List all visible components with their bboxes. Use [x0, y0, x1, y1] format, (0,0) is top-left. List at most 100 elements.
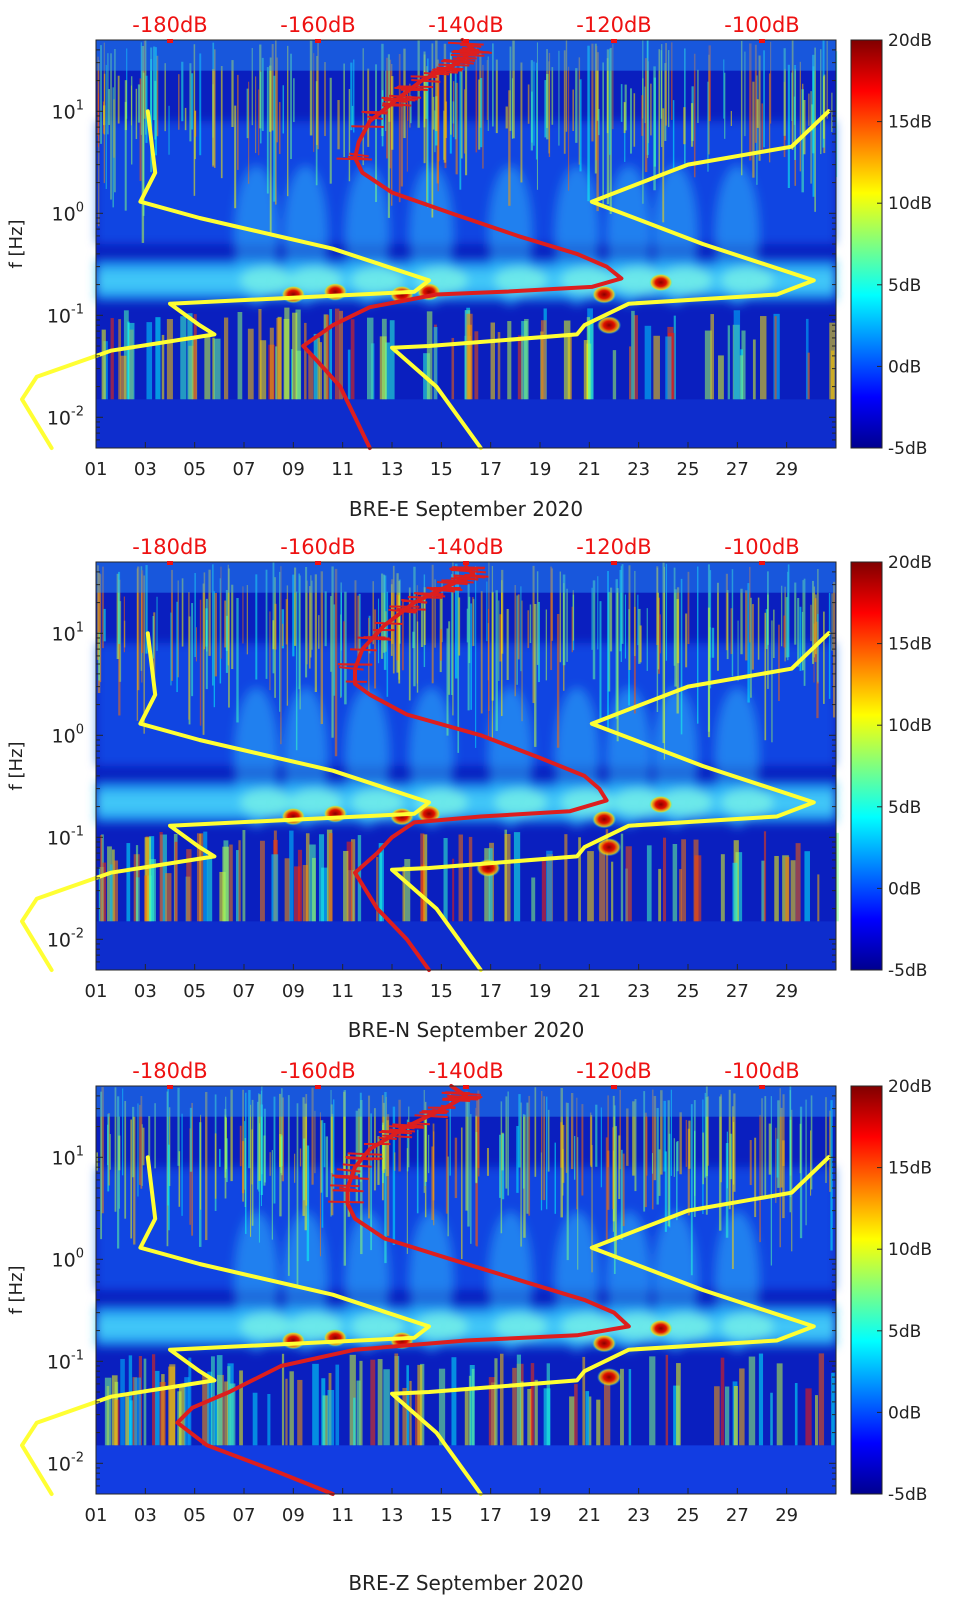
- streak: [246, 88, 249, 139]
- streak: [329, 77, 332, 184]
- event-blob: [323, 282, 348, 301]
- lf-column: [239, 1370, 243, 1446]
- top-axis-marker: [315, 561, 321, 565]
- streak: [730, 608, 733, 655]
- lf-column: [673, 315, 676, 400]
- streak: [194, 110, 196, 160]
- streak: [729, 1133, 733, 1180]
- lf-column: [404, 858, 411, 922]
- lf-column: [144, 875, 148, 922]
- jitter-segment: [446, 1097, 478, 1101]
- top-axis-label: -160dB: [280, 13, 355, 37]
- streak: [787, 571, 789, 661]
- lf-column: [321, 867, 328, 922]
- streak: [486, 1148, 489, 1176]
- lf-column: [370, 1359, 376, 1446]
- streak: [767, 571, 769, 645]
- y-tick-exponent: 0: [76, 722, 84, 737]
- streak: [213, 591, 216, 708]
- jitter-segment: [332, 1189, 364, 1193]
- streak: [607, 571, 610, 730]
- lf-column: [290, 349, 294, 400]
- streak: [545, 609, 548, 681]
- x-axis-label: BRE-E September 2020: [349, 497, 583, 521]
- lf-column: [161, 334, 165, 400]
- noise-plume: [240, 1312, 293, 1341]
- streak: [761, 1098, 763, 1197]
- colorbar-gradient: [850, 1085, 883, 1495]
- x-tick-label: 15: [430, 1505, 453, 1526]
- streak: [226, 1138, 228, 1183]
- streak: [324, 591, 327, 647]
- streak: [665, 43, 667, 126]
- streak: [607, 591, 611, 692]
- lf-column: [350, 319, 355, 400]
- streak: [377, 1136, 380, 1185]
- lf-column: [260, 340, 267, 400]
- x-axis-ticks: 01 03 05 07 09 11 13 15 17 19 21 23 25 27 29: [85, 442, 798, 480]
- streak: [145, 565, 148, 654]
- streak: [500, 580, 503, 717]
- streak: [621, 564, 624, 644]
- streak: [117, 1096, 120, 1249]
- lf-column: [237, 311, 243, 400]
- lf-column: [349, 1354, 356, 1446]
- streak: [811, 580, 815, 664]
- lf-column: [294, 866, 301, 922]
- x-tick-label: 01: [85, 1505, 108, 1526]
- streak: [683, 107, 686, 145]
- streak: [598, 109, 600, 136]
- streak: [100, 45, 102, 144]
- streak: [688, 1120, 691, 1169]
- streak: [568, 66, 570, 191]
- lf-column: [588, 1396, 592, 1446]
- lf-column: [213, 338, 221, 400]
- streak: [304, 1103, 307, 1231]
- lf-column: [327, 1389, 335, 1446]
- streak: [527, 610, 530, 649]
- colorbar-gradient: [850, 561, 883, 971]
- lf-column: [748, 1356, 756, 1446]
- lf-column: [113, 860, 118, 922]
- station-noise-jitter: [328, 1091, 483, 1204]
- lf-column: [319, 342, 323, 400]
- lf-column: [758, 1353, 764, 1446]
- lf-column: [433, 327, 438, 400]
- streak: [303, 1138, 306, 1201]
- y-tick-label: 100: [52, 1246, 84, 1271]
- x-axis-ticks: 01 03 05 07 09 11 13 15 17 19 21 23 25 27 29: [85, 964, 798, 1002]
- lf-column: [494, 1358, 498, 1446]
- x-tick-label: 03: [134, 1505, 157, 1526]
- streak: [534, 1087, 537, 1177]
- streak: [114, 48, 116, 193]
- streak: [777, 1100, 780, 1188]
- top-axis-marker: [315, 1085, 321, 1089]
- streak: [278, 102, 281, 154]
- y-tick-exponent: -1: [71, 302, 84, 317]
- lf-column: [334, 308, 340, 400]
- noise-plume: [415, 1312, 468, 1341]
- jitter-segment: [381, 1130, 407, 1133]
- streak: [103, 42, 105, 184]
- lf-column: [488, 848, 493, 922]
- lf-column: [302, 865, 308, 922]
- transient-streaks: [96, 1086, 835, 1446]
- jitter-segment: [456, 56, 477, 60]
- lf-column: [335, 1364, 340, 1446]
- lf-column: [207, 1371, 213, 1446]
- streak: [781, 585, 783, 647]
- streak: [282, 623, 284, 647]
- top-axis-marker: [463, 1085, 469, 1089]
- lf-column: [212, 337, 215, 400]
- streak: [220, 66, 223, 179]
- streak: [298, 573, 300, 690]
- lf-column: [126, 843, 131, 922]
- streak: [249, 1104, 252, 1237]
- streak: [293, 78, 295, 123]
- lf-column: [488, 1377, 496, 1446]
- jitter-segment: [382, 102, 412, 107]
- lf-column: [763, 831, 767, 922]
- jitter-segment: [347, 155, 369, 161]
- streak: [673, 567, 676, 666]
- streak: [817, 613, 819, 682]
